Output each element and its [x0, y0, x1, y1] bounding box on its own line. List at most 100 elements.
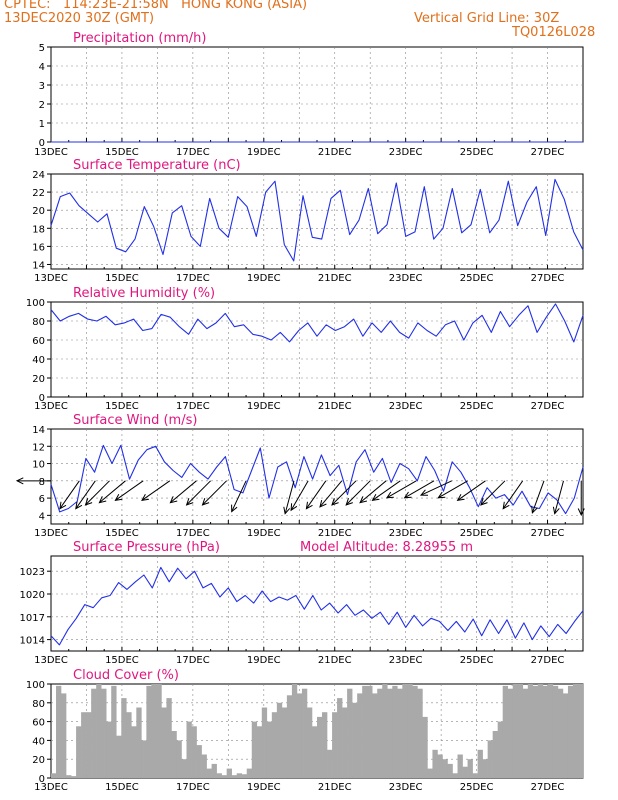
wind-barb-head	[75, 501, 83, 510]
cloud-bar	[221, 775, 227, 778]
cloud-bar	[367, 685, 373, 778]
cloud-xtick-label: 27DEC	[531, 782, 565, 793]
precip-title: Precipitation (mm/h)	[73, 31, 206, 46]
wind-barb-head	[437, 491, 446, 499]
cloud-bar	[156, 684, 162, 778]
cloud-bar	[327, 749, 333, 778]
cloud-bar	[392, 685, 398, 778]
wind-barb	[99, 480, 126, 504]
cloud-bar	[567, 685, 574, 778]
wind-series-line	[50, 444, 584, 515]
temp-xtick-label: 25DEC	[460, 273, 494, 284]
wind-barb	[319, 480, 343, 508]
wind-barb	[331, 480, 357, 506]
wind-barb-head	[141, 493, 149, 501]
cloud-bar	[271, 712, 278, 778]
wind-barb-head	[419, 489, 429, 496]
pressure-ytick-label: 1023	[20, 567, 45, 578]
temp-xtick-label: 23DEC	[389, 273, 423, 284]
cloud-bar	[527, 684, 534, 778]
rh-xtick-label: 13DEC	[34, 401, 68, 412]
precip-ytick-label: 4	[39, 62, 45, 73]
wind-barb	[202, 480, 227, 506]
precip-ytick-label: 1	[39, 119, 45, 130]
wind-ytick-label: 8	[39, 477, 45, 488]
wind-xtick-label: 21DEC	[318, 528, 352, 539]
cloud-bar	[251, 721, 258, 778]
cloud-bar	[146, 685, 152, 778]
cloud-bar	[311, 726, 318, 778]
cloud-bar	[206, 768, 212, 778]
cloud-bar	[91, 688, 97, 778]
cloud-bar	[66, 775, 72, 778]
cloud-bar	[522, 688, 529, 778]
wind-ytick-label: 12	[32, 442, 45, 453]
cloud-bar	[116, 735, 122, 778]
cloud-bar	[131, 726, 137, 778]
cloud-title: Cloud Cover (%)	[73, 668, 179, 683]
cloud-xtick-label: 23DEC	[389, 782, 423, 793]
wind-barb	[457, 480, 486, 501]
wind-barb-head	[403, 491, 412, 499]
temp-xtick-label: 19DEC	[247, 273, 281, 284]
cloud-bar	[161, 707, 167, 778]
precip-ytick-label: 0	[39, 138, 45, 149]
pressure-ytick-label: 1017	[20, 613, 45, 624]
cloud-bar	[236, 773, 243, 778]
cloud-bar	[532, 685, 539, 778]
cloud-bar	[261, 707, 268, 778]
wind-barb	[531, 480, 545, 513]
pressure-xtick-label: 17DEC	[176, 655, 210, 666]
cloud-bar	[136, 707, 142, 778]
wind-barb-head	[305, 501, 313, 510]
rh-xtick-label: 23DEC	[389, 401, 423, 412]
rh-xtick-label: 25DEC	[460, 401, 494, 412]
cloud-bar	[76, 726, 82, 778]
cloud-xtick-label: 21DEC	[318, 782, 352, 793]
cloud-bar	[552, 685, 559, 778]
wind-barb-head	[15, 477, 24, 485]
wind-barb-head	[98, 496, 107, 504]
cloud-bar	[231, 775, 237, 778]
wind-barb	[59, 480, 80, 509]
wind-title: Surface Wind (m/s)	[73, 413, 197, 428]
cloud-bar	[241, 774, 248, 778]
cloud-ytick-label: 0	[39, 774, 45, 785]
cloud-bar	[61, 693, 67, 778]
cloud-bar	[402, 684, 408, 778]
pressure-xtick-label: 23DEC	[389, 655, 423, 666]
wind-barb-head	[531, 505, 538, 514]
wind-barb-head	[385, 491, 394, 499]
cloud-xtick-label: 15DEC	[105, 782, 139, 793]
wind-barb-head	[201, 498, 210, 506]
wind-barb	[438, 480, 468, 499]
cloud-bar	[377, 688, 383, 778]
wind-barb	[85, 480, 110, 506]
temp-xtick-label: 21DEC	[318, 273, 352, 284]
wind-xtick-label: 15DEC	[105, 528, 139, 539]
cloud-bar	[226, 768, 232, 778]
wind-barb	[290, 480, 309, 511]
temp-ytick-label: 24	[32, 170, 45, 181]
rh-xtick-label: 15DEC	[105, 401, 139, 412]
precip-ytick-label: 3	[39, 81, 45, 92]
wind-barb-head	[283, 506, 291, 515]
rh-ytick-label: 60	[32, 336, 45, 347]
rh-ytick-label: 0	[39, 393, 45, 404]
wind-barb	[480, 480, 506, 506]
wind-barb-head	[345, 498, 353, 506]
wind-xtick-label: 23DEC	[389, 528, 423, 539]
wind-barb	[231, 480, 247, 512]
pressure-xtick-label: 19DEC	[247, 655, 281, 666]
cloud-bar	[246, 768, 253, 778]
wind-barb	[141, 480, 171, 501]
cloud-bar	[106, 721, 112, 778]
wind-barb-head	[59, 501, 67, 510]
cloud-bar	[306, 707, 313, 778]
cloud-bar	[577, 684, 584, 778]
wind-barb	[75, 480, 96, 509]
cloud-bar	[121, 698, 127, 778]
cloud-bar	[362, 685, 368, 778]
rh-ytick-label: 100	[26, 298, 45, 309]
wind-barb	[404, 480, 435, 499]
